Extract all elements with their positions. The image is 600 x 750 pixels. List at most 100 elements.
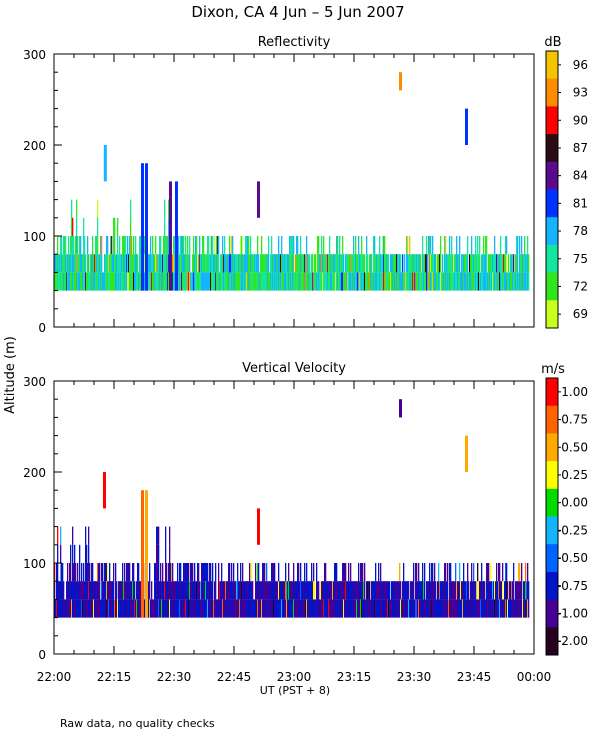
data-cell xyxy=(69,254,71,273)
data-cell xyxy=(136,599,138,618)
data-cell xyxy=(303,599,305,618)
data-cell xyxy=(109,563,111,582)
data-cell xyxy=(408,599,410,618)
data-cell xyxy=(241,236,243,255)
data-cell xyxy=(362,272,364,291)
data-cell xyxy=(357,581,359,600)
data-cell xyxy=(518,581,520,600)
data-cell xyxy=(214,236,216,255)
data-cell xyxy=(160,581,162,600)
data-cell xyxy=(351,254,353,273)
data-cell xyxy=(165,544,167,563)
data-cell xyxy=(85,544,87,563)
data-cell xyxy=(266,599,268,618)
data-cell xyxy=(178,581,180,600)
data-cell xyxy=(436,254,438,273)
data-cell xyxy=(266,272,268,291)
data-cell xyxy=(335,563,337,582)
data-cell xyxy=(117,217,119,236)
data-cell xyxy=(129,581,131,600)
data-cell xyxy=(477,254,479,273)
data-cell xyxy=(108,599,110,618)
data-cell xyxy=(522,272,524,291)
data-cell xyxy=(269,272,271,291)
data-cell xyxy=(502,254,504,273)
data-cell xyxy=(66,581,68,600)
data-cell xyxy=(514,272,516,291)
data-cell xyxy=(191,599,193,618)
data-cell xyxy=(226,254,228,273)
data-cell xyxy=(87,236,89,255)
data-cell xyxy=(203,581,205,600)
data-cell xyxy=(110,581,112,600)
data-cell xyxy=(308,599,310,618)
data-cell xyxy=(244,599,246,618)
data-cell xyxy=(218,272,220,291)
data-cell xyxy=(520,254,522,273)
data-cell xyxy=(229,254,231,273)
data-cell xyxy=(240,254,242,273)
data-cell xyxy=(135,236,137,255)
data-cell xyxy=(358,254,360,273)
data-cell xyxy=(495,254,497,273)
data-cell xyxy=(288,563,290,582)
data-cell xyxy=(457,272,459,291)
data-cell xyxy=(380,563,382,582)
data-cell xyxy=(436,599,438,618)
data-cell xyxy=(482,254,484,273)
data-cell xyxy=(168,272,170,291)
data-cell xyxy=(286,272,288,291)
data-cell xyxy=(521,254,523,273)
data-cell xyxy=(454,581,456,600)
data-cell xyxy=(250,599,252,618)
data-cell xyxy=(181,599,183,618)
data-cell xyxy=(400,254,402,273)
data-cell xyxy=(121,581,123,600)
data-cell xyxy=(426,599,428,618)
data-cell xyxy=(218,599,220,618)
data-cell xyxy=(114,217,116,236)
data-cell xyxy=(136,581,138,600)
data-cell xyxy=(432,581,434,600)
data-cell xyxy=(393,581,395,600)
data-cell xyxy=(433,599,435,618)
data-cell xyxy=(114,236,116,255)
data-cell xyxy=(290,599,292,618)
data-cell xyxy=(229,236,231,255)
data-cell xyxy=(243,272,245,291)
data-cell xyxy=(197,272,199,291)
data-cell xyxy=(292,254,294,273)
colorbar-swatch xyxy=(546,272,558,301)
data-cell xyxy=(523,254,525,273)
colorbar-swatch xyxy=(546,300,558,329)
data-cell xyxy=(190,272,192,291)
data-cell xyxy=(445,563,447,582)
data-cell xyxy=(176,599,178,618)
data-cell xyxy=(91,272,93,291)
data-cell xyxy=(521,272,523,291)
data-cell xyxy=(517,272,519,291)
data-cell xyxy=(164,217,166,236)
data-cell xyxy=(89,599,91,618)
data-cell xyxy=(207,272,209,291)
data-cell xyxy=(383,599,385,618)
data-cell xyxy=(526,581,528,600)
data-cell xyxy=(525,272,527,291)
data-cell xyxy=(149,272,151,291)
data-cell xyxy=(119,254,121,273)
data-cell xyxy=(137,272,139,291)
data-cell xyxy=(68,581,70,600)
data-cell xyxy=(401,599,403,618)
data-cell xyxy=(434,272,436,291)
data-cell xyxy=(429,236,431,255)
data-cell xyxy=(257,563,259,582)
data-cell xyxy=(523,581,525,600)
data-cell xyxy=(115,563,117,582)
data-cell xyxy=(408,581,410,600)
data-cell xyxy=(359,581,361,600)
data-cell xyxy=(209,254,211,273)
echo-feature xyxy=(141,163,144,291)
data-cell xyxy=(231,272,233,291)
data-cell xyxy=(263,581,265,600)
data-cell xyxy=(195,581,197,600)
